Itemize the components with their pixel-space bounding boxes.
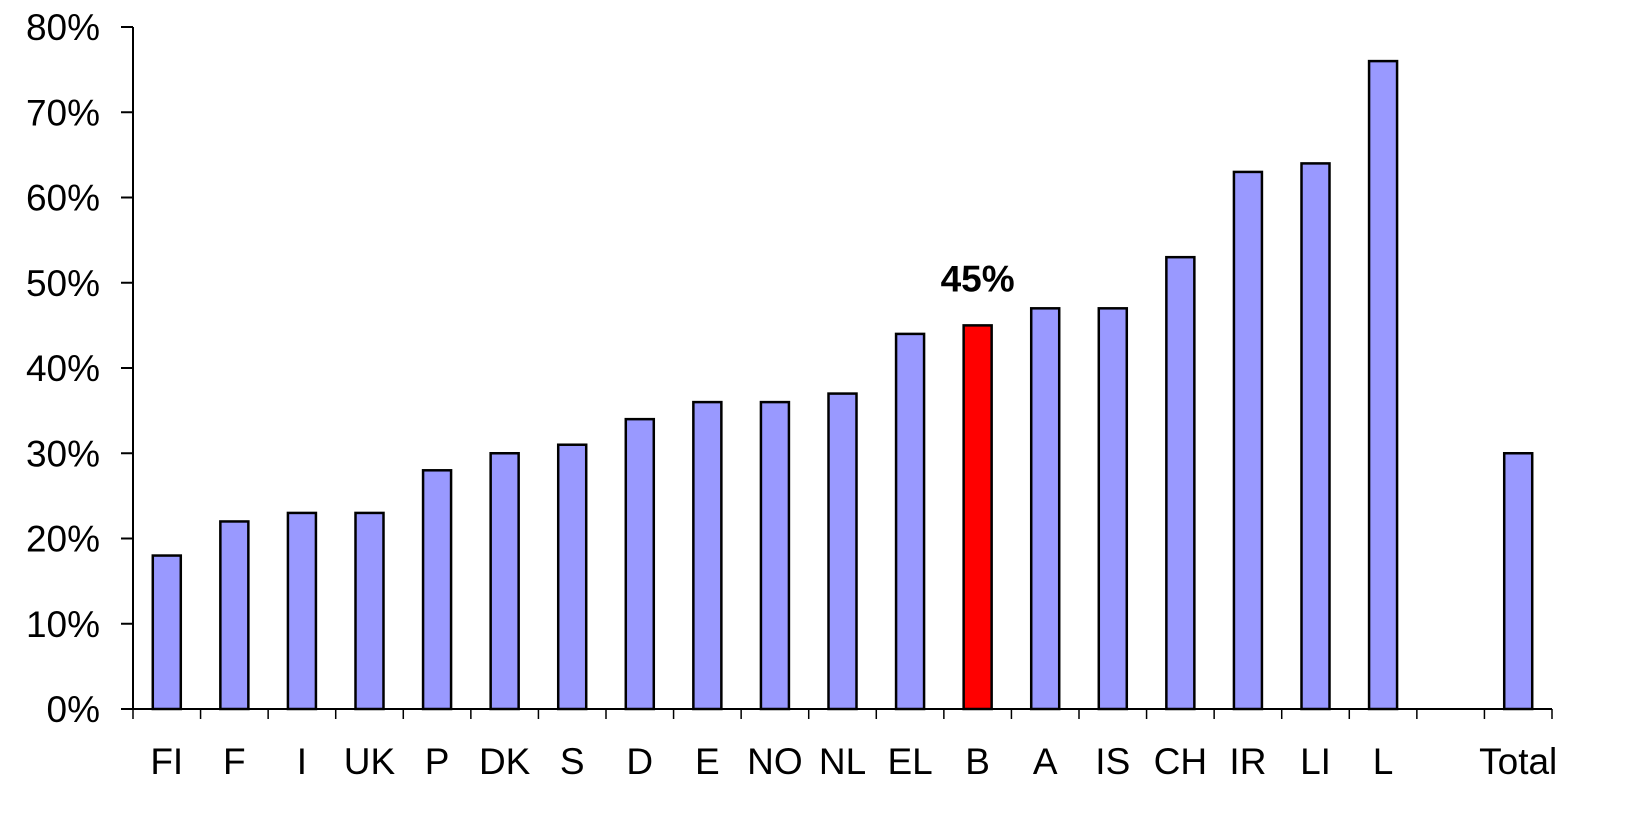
x-tick-label: L xyxy=(1373,741,1394,782)
bar-b xyxy=(962,324,993,711)
bar-total xyxy=(1502,452,1534,711)
bar-e xyxy=(692,400,723,711)
y-tick-label: 20% xyxy=(26,519,100,560)
bar-d xyxy=(624,417,656,711)
y-tick-label: 60% xyxy=(26,178,100,219)
x-tick-label: NL xyxy=(819,741,866,782)
bars xyxy=(151,59,1534,711)
bar-dk xyxy=(489,452,520,711)
y-tick-label: 50% xyxy=(26,263,100,304)
x-axis-ticks xyxy=(132,709,1553,719)
x-tick-label: IS xyxy=(1095,741,1130,782)
bar-no xyxy=(759,400,791,711)
bar-li xyxy=(1300,162,1331,711)
x-tick-label: F xyxy=(223,741,246,782)
x-tick-label: B xyxy=(965,741,990,782)
bar-l xyxy=(1367,59,1399,711)
y-tick-label: 40% xyxy=(26,348,100,389)
bar-nl xyxy=(827,392,858,711)
bar-a xyxy=(1029,307,1061,711)
x-tick-label: Total xyxy=(1479,741,1557,782)
x-tick-label: S xyxy=(560,741,585,782)
x-axis-tick-labels: FI F I UK P DK S D E NO NL EL B A IS CH IR LI L Total xyxy=(150,741,1557,782)
x-tick-label: D xyxy=(626,741,653,782)
x-tick-label: EL xyxy=(887,741,932,782)
y-tick-label: 30% xyxy=(26,433,100,474)
x-tick-label: IR xyxy=(1229,741,1266,782)
bar-p xyxy=(421,469,453,711)
x-tick-label: P xyxy=(425,741,450,782)
y-axis-ticks xyxy=(121,26,133,710)
y-tick-label: 10% xyxy=(26,604,100,645)
x-tick-label: A xyxy=(1033,741,1058,782)
bar-s xyxy=(556,443,588,711)
bar-f xyxy=(219,520,250,711)
x-tick-label: UK xyxy=(344,741,396,782)
y-axis-tick-labels: 0% 10% 20% 30% 40% 50% 60% 70% 80% xyxy=(26,7,100,730)
x-tick-label: FI xyxy=(150,741,183,782)
data-label-b: 45% xyxy=(941,258,1015,299)
y-tick-label: 80% xyxy=(26,7,100,48)
x-tick-label: I xyxy=(297,741,307,782)
y-tick-label: 0% xyxy=(47,689,100,730)
x-tick-label: DK xyxy=(479,741,531,782)
bar-el xyxy=(894,332,926,711)
bar-ch xyxy=(1165,255,1196,711)
x-tick-label: CH xyxy=(1154,741,1207,782)
bar-ir xyxy=(1232,170,1264,711)
x-tick-label: NO xyxy=(747,741,803,782)
y-tick-label: 70% xyxy=(26,92,100,133)
bar-i xyxy=(286,511,318,711)
bar-is xyxy=(1097,307,1129,711)
x-tick-label: LI xyxy=(1300,741,1331,782)
bar-uk xyxy=(354,511,385,711)
bar-fi xyxy=(151,554,183,711)
annotations: 45% xyxy=(941,258,1015,299)
x-tick-label: E xyxy=(695,741,720,782)
